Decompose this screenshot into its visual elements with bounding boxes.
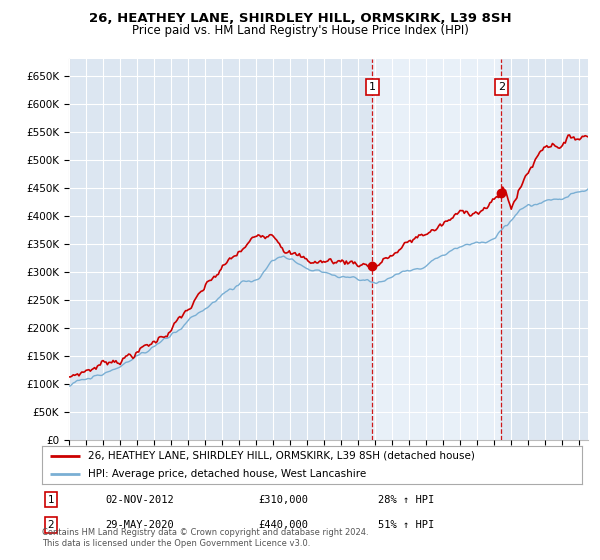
Bar: [373, 59, 502, 440]
Text: £310,000: £310,000: [258, 494, 308, 505]
Text: 2: 2: [47, 520, 55, 530]
Text: £440,000: £440,000: [258, 520, 308, 530]
Text: 26, HEATHEY LANE, SHIRDLEY HILL, ORMSKIRK, L39 8SH: 26, HEATHEY LANE, SHIRDLEY HILL, ORMSKIR…: [89, 12, 511, 25]
Text: 2: 2: [498, 82, 505, 92]
Text: Contains HM Land Registry data © Crown copyright and database right 2024.
This d: Contains HM Land Registry data © Crown c…: [42, 528, 368, 548]
Text: 02-NOV-2012: 02-NOV-2012: [105, 494, 174, 505]
Text: 28% ↑ HPI: 28% ↑ HPI: [378, 494, 434, 505]
Text: 1: 1: [369, 82, 376, 92]
Text: Price paid vs. HM Land Registry's House Price Index (HPI): Price paid vs. HM Land Registry's House …: [131, 24, 469, 36]
Text: 51% ↑ HPI: 51% ↑ HPI: [378, 520, 434, 530]
Text: 29-MAY-2020: 29-MAY-2020: [105, 520, 174, 530]
Text: 1: 1: [47, 494, 55, 505]
Text: 26, HEATHEY LANE, SHIRDLEY HILL, ORMSKIRK, L39 8SH (detached house): 26, HEATHEY LANE, SHIRDLEY HILL, ORMSKIR…: [88, 451, 475, 461]
Text: HPI: Average price, detached house, West Lancashire: HPI: Average price, detached house, West…: [88, 469, 366, 479]
